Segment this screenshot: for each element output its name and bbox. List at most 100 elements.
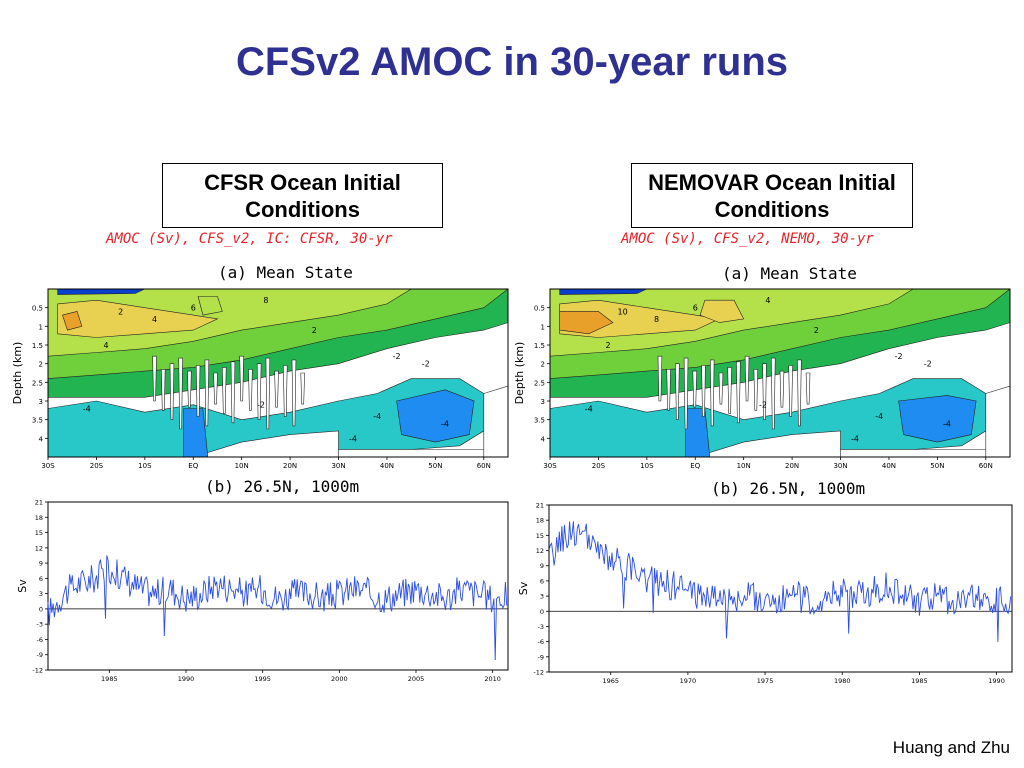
y-tick-label: 3	[39, 398, 43, 406]
contour-spike	[701, 365, 706, 417]
x-tick-label: 1995	[254, 675, 271, 683]
y-tick-label: 1	[541, 323, 545, 331]
y-tick-label: 12	[35, 544, 43, 552]
contour-spike	[282, 365, 288, 417]
contour-label: 2	[118, 307, 123, 316]
timeseries-plot	[45, 501, 509, 673]
x-tick-label: 2010	[484, 675, 501, 683]
contour-spike	[221, 367, 227, 414]
y-tick-label: -12	[32, 667, 43, 675]
y-tick-label: 3	[541, 398, 545, 406]
x-tick-label: EQ	[188, 462, 198, 470]
x-tick-label: 50N	[428, 462, 442, 470]
contour-spike	[805, 372, 811, 405]
contour-label: 4	[152, 315, 157, 324]
y-tick-label: 2	[541, 361, 545, 369]
contour-spike	[657, 355, 663, 402]
x-tick-label: 20N	[283, 462, 297, 470]
x-tick-label: 1985	[911, 677, 928, 685]
y-tick-label: 9	[540, 562, 544, 570]
x-tick-label: 50N	[930, 462, 944, 470]
y-tick-label: 3	[39, 590, 43, 598]
y-tick-label: 18	[35, 514, 43, 522]
x-tick-label: 1965	[602, 677, 619, 685]
y-tick-label: 2.5	[32, 379, 43, 387]
contour-label: -2	[895, 352, 903, 361]
x-tick-label: 1990	[988, 677, 1005, 685]
x-tick-label: 2000	[331, 675, 348, 683]
x-tick-label: 30S	[41, 462, 55, 470]
mean-state-contour-plot	[549, 288, 1011, 458]
contour-label: -4	[349, 434, 357, 443]
y-tick-label: 2	[39, 361, 43, 369]
y-tick-label: 21	[35, 499, 43, 507]
contour-spike	[239, 355, 244, 402]
y-tick-label: 15	[536, 532, 544, 540]
y-tick-label: -3	[37, 621, 43, 629]
contour-fill-neg4	[898, 395, 977, 443]
contour-fill-surface	[559, 289, 647, 295]
x-tick-label: 60N	[477, 462, 491, 470]
y-axis-label: Sv	[517, 581, 530, 595]
contour-label: -2	[924, 360, 932, 369]
contour-spike	[274, 370, 279, 408]
contour-spike	[160, 369, 166, 411]
contour-fill-8	[699, 299, 745, 323]
x-tick-label: 30S	[543, 462, 557, 470]
x-tick-label: 30N	[833, 462, 847, 470]
contour-label: -4	[441, 419, 449, 428]
contour-spike	[762, 363, 767, 420]
x-tick-label: 60N	[979, 462, 993, 470]
contour-spike	[736, 361, 741, 424]
x-tick-label: 40N	[882, 462, 896, 470]
y-tick-label: -3	[538, 623, 544, 631]
y-tick-label: 3.5	[32, 417, 43, 425]
contour-spike	[727, 367, 732, 414]
contour-label: -2	[393, 352, 401, 361]
y-tick-label: -6	[538, 638, 544, 646]
contour-fill-6	[197, 296, 223, 316]
plot-frame	[549, 288, 1011, 458]
contour-spike	[692, 370, 698, 408]
x-tick-label: 10S	[640, 462, 654, 470]
x-tick-label: 10N	[737, 462, 751, 470]
contour-spike	[770, 357, 776, 430]
y-tick-label: 6	[540, 577, 544, 585]
contour-blank	[840, 449, 1010, 457]
contour-label: -4	[83, 404, 91, 413]
contour-spike	[666, 369, 671, 411]
contour-label: 8	[263, 296, 268, 305]
x-tick-label: 20S	[592, 462, 606, 470]
contour-label: 2	[606, 341, 611, 350]
x-tick-label: 1990	[178, 675, 195, 683]
contour-spike	[753, 369, 759, 411]
y-axis-label: Sv	[16, 579, 29, 593]
contour-spike	[291, 359, 297, 427]
contour-label: 2	[814, 326, 819, 335]
contour-fill-10	[559, 311, 614, 335]
contour-spike	[779, 370, 785, 408]
y-tick-label: 9	[39, 560, 43, 568]
contour-spike	[718, 372, 724, 405]
contour-label: 4	[765, 296, 770, 305]
left-subtitle-a: (a) Mean State	[218, 263, 353, 282]
contour-label: -4	[943, 419, 951, 428]
contour-fill-surface	[57, 289, 145, 295]
contour-blank	[338, 449, 508, 457]
contour-label: -4	[851, 434, 859, 443]
contour-label: -4	[875, 412, 883, 421]
plot-frame	[47, 501, 509, 671]
x-tick-label: EQ	[690, 462, 700, 470]
contour-spike	[178, 357, 183, 430]
x-tick-label: 20S	[90, 462, 104, 470]
contour-label: -2	[422, 360, 430, 369]
contour-label: 2	[312, 326, 317, 335]
y-axis-label: Depth (km)	[513, 342, 526, 405]
contour-label: -2	[257, 401, 265, 410]
x-tick-label: 1975	[757, 677, 774, 685]
contour-spike	[300, 372, 305, 405]
x-tick-label: 10N	[235, 462, 249, 470]
series-line	[548, 521, 1012, 642]
contour-fill-neg4	[396, 389, 475, 443]
contour-spike	[675, 363, 680, 420]
